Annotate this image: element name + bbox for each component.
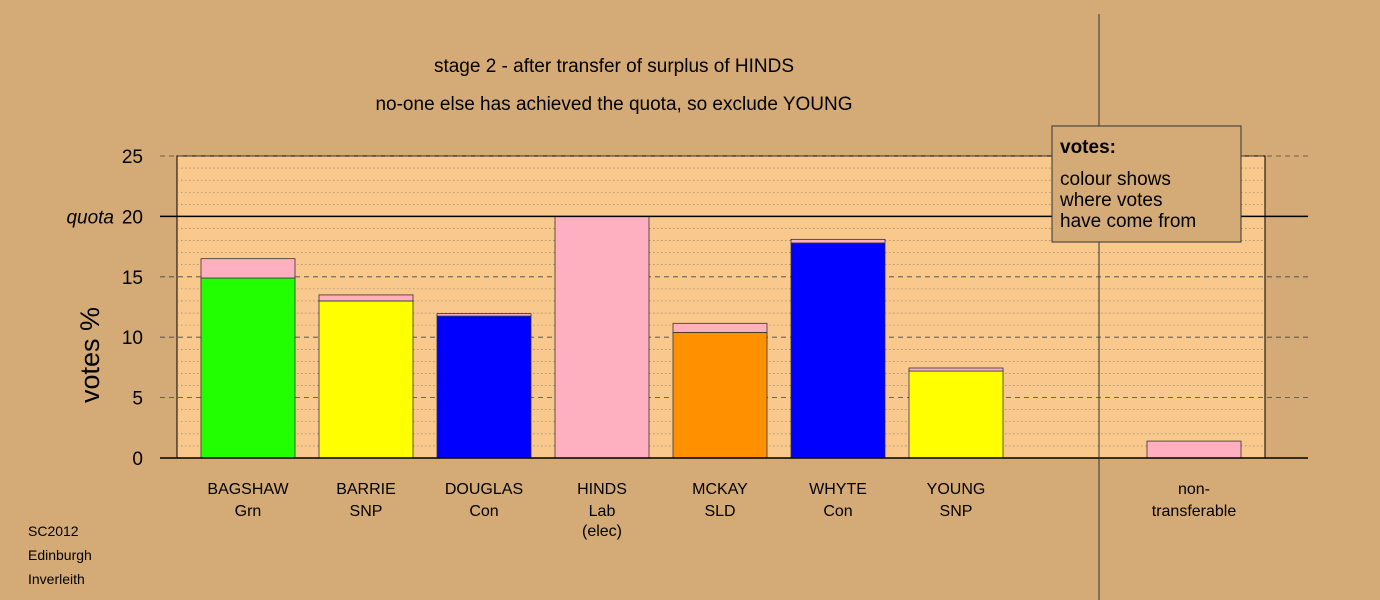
quota-label: quota <box>66 207 114 228</box>
bar-whyte-base <box>790 242 886 459</box>
candidate-party-label: Con <box>823 503 852 520</box>
bar-young-transfer <box>908 367 1004 372</box>
footer-line: Inverleith <box>28 571 85 587</box>
footer-line: SC2012 <box>28 523 79 539</box>
candidate-party-label: Grn <box>235 503 262 520</box>
bar-young-base <box>908 370 1004 459</box>
y-tick-label: 20 <box>122 207 143 228</box>
candidate-name-label: BAGSHAW <box>207 481 289 498</box>
candidate-name-label: WHYTE <box>809 481 867 498</box>
y-tick-label: 10 <box>122 328 143 349</box>
bar-mckay-transfer <box>672 322 768 333</box>
bar-barrie-base <box>318 300 414 459</box>
legend-line: where votes <box>1059 190 1162 211</box>
candidate-name-label: YOUNG <box>927 481 986 498</box>
bar-mckay-base <box>672 331 768 459</box>
candidate-name-label: MCKAY <box>692 481 748 498</box>
y-tick-label: 15 <box>122 268 143 289</box>
nontransferable-label: transferable <box>1152 503 1237 520</box>
bar-barrie-transfer <box>318 294 414 302</box>
bar-douglas-base <box>436 315 532 459</box>
footer-line: Edinburgh <box>28 547 92 563</box>
bar-hinds-base <box>554 215 650 459</box>
legend-line: colour shows <box>1060 169 1171 190</box>
legend-line: have come from <box>1060 211 1196 232</box>
legend-box: votes: colour shows where votes have com… <box>1051 125 1242 243</box>
candidate-note-label: (elec) <box>582 523 622 540</box>
candidate-party-label: SNP <box>350 503 383 520</box>
candidate-party-label: SNP <box>940 503 973 520</box>
bar-whyte-transfer <box>790 238 886 244</box>
y-axis-label: votes % <box>75 307 105 403</box>
candidate-party-label: Lab <box>589 503 616 520</box>
candidate-party-label: Con <box>469 503 498 520</box>
bar-bagshaw-transfer <box>200 258 296 279</box>
candidate-party-label: SLD <box>704 503 735 520</box>
bar-douglas-transfer <box>436 313 532 317</box>
bar-bagshaw-base <box>200 277 296 459</box>
chart-title: stage 2 - after transfer of surplus of H… <box>434 56 794 77</box>
legend-title: votes: <box>1060 137 1116 158</box>
y-tick-label: 5 <box>132 389 143 410</box>
nontransferable-label: non- <box>1178 481 1210 498</box>
bar-group <box>160 215 1308 459</box>
candidate-name-label: DOUGLAS <box>445 481 523 498</box>
y-tick-label: 25 <box>122 147 143 168</box>
category-labels: BAGSHAW Grn BARRIE SNP DOUGLAS Con HINDS Lab (el… <box>207 481 1236 540</box>
y-tick-label: 0 <box>132 449 143 470</box>
candidate-name-label: BARRIE <box>336 481 396 498</box>
axis: 0 5 10 15 20 25 quota <box>66 147 143 470</box>
chart-subtitle: no-one else has achieved the quota, so e… <box>375 94 852 115</box>
bar-nontransferable <box>1146 440 1242 459</box>
candidate-name-label: HINDS <box>577 481 627 498</box>
